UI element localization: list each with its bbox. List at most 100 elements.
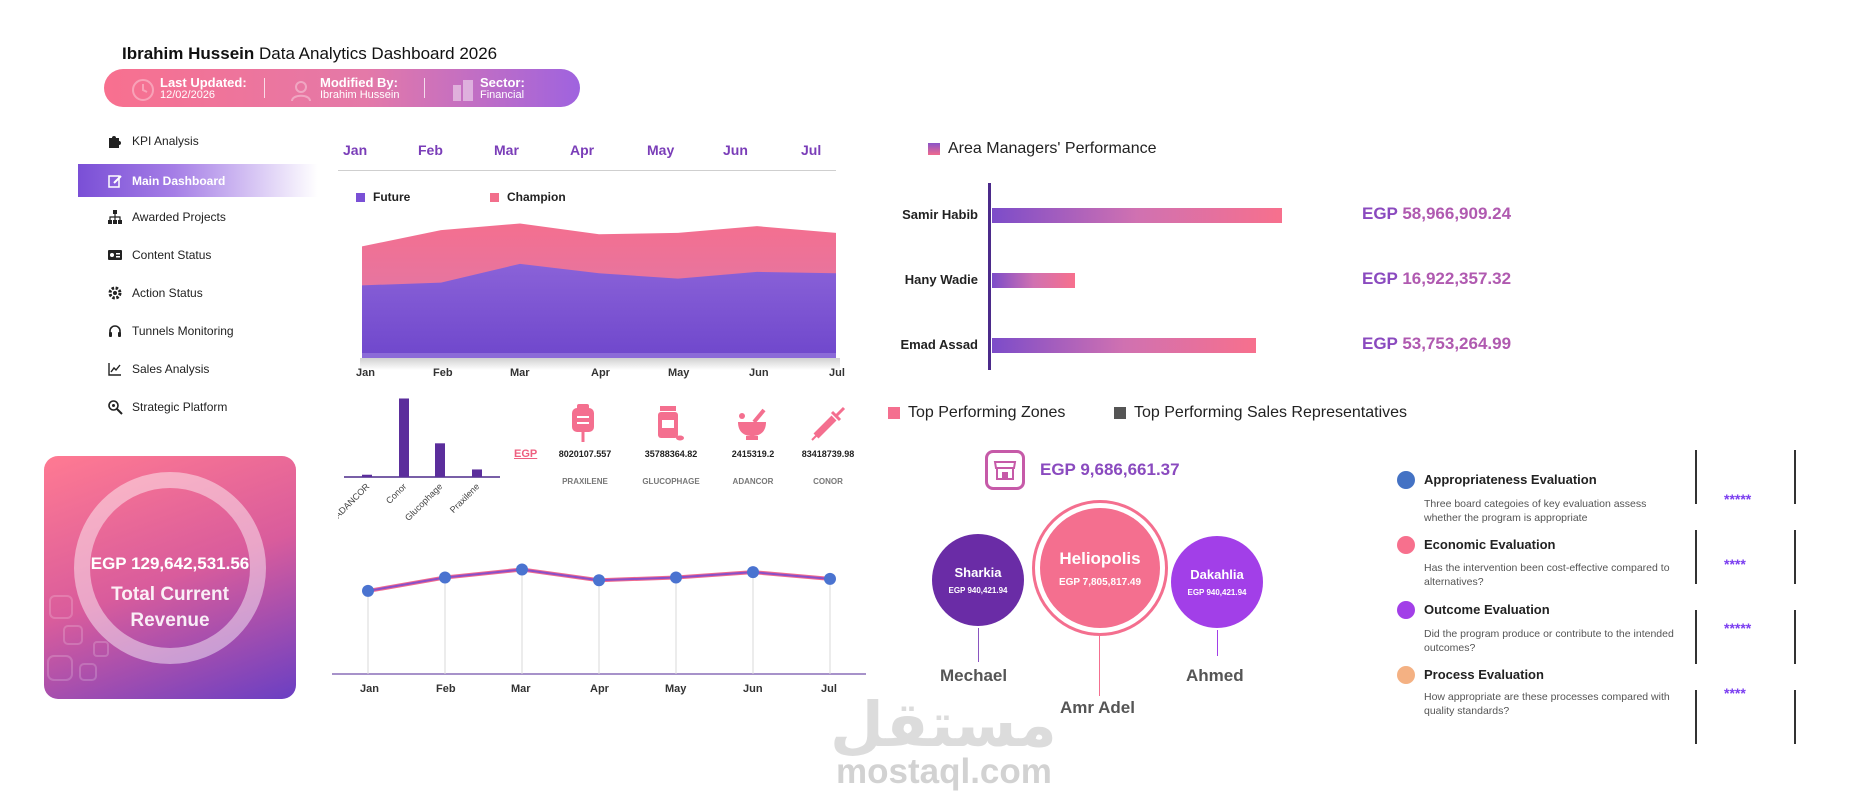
sidebar-item-kpi-analysis[interactable]: KPI Analysis <box>78 124 318 157</box>
bar-praxilene <box>472 469 482 477</box>
managers-title: Area Managers' Performance <box>928 140 1156 158</box>
zones-title: Top Performing Zones <box>888 404 1065 422</box>
revenue-label: Total Current Revenue <box>100 582 240 634</box>
line-point <box>439 571 451 584</box>
sidebar-item-label: Content Status <box>132 247 212 262</box>
legend-swatch <box>490 192 499 202</box>
sales-line-chart <box>332 563 866 675</box>
evaluation-rating: **** <box>1724 556 1746 572</box>
sector-label: Sector: <box>480 75 525 90</box>
puzzle-icon <box>106 132 124 150</box>
zone-bubble-sharkia[interactable]: Sharkia EGP 940,421.94 <box>932 534 1024 626</box>
sidebar-item-action-status[interactable]: Action Status <box>78 276 318 309</box>
clock-icon <box>132 79 154 101</box>
product-name: GLUCOPHAGE <box>642 477 700 486</box>
legend-future: Future <box>356 190 410 204</box>
sector: Sector: Financial <box>480 76 525 102</box>
headset-icon <box>106 322 124 340</box>
rep-name: Amr Adel <box>1060 698 1135 717</box>
month-filter-feb[interactable]: Feb <box>418 142 443 158</box>
manager-name: Samir Habib <box>902 207 978 222</box>
evaluation-desc: How appropriate are these processes comp… <box>1424 691 1670 717</box>
x-tick-label: Apr <box>591 367 610 379</box>
manager-name: Emad Assad <box>900 337 978 352</box>
amount: 16,922,357.32 <box>1402 269 1512 288</box>
month-filter-jun[interactable]: Jun <box>723 142 748 158</box>
rep-name: Ahmed <box>1186 666 1244 685</box>
reps-title: Top Performing Sales Representatives <box>1114 404 1407 422</box>
product-value: 35788364.82 <box>644 449 698 459</box>
divider <box>424 78 425 98</box>
sidebar-item-main-dashboard[interactable]: Main Dashboard <box>78 164 318 197</box>
sidebar-item-sales-analysis[interactable]: Sales Analysis <box>78 352 318 385</box>
x-tick-label: Feb <box>436 683 456 695</box>
evaluation-rating: ***** <box>1724 620 1752 636</box>
mortar-pestle-icon <box>738 408 766 440</box>
area-baseline <box>362 353 836 358</box>
x-tick-label: Jan <box>356 367 375 379</box>
edit-icon <box>106 172 124 190</box>
line-point <box>362 584 374 597</box>
title-swatch <box>888 407 900 419</box>
revenue-amount: EGP 129,642,531.56 <box>90 554 250 573</box>
product-name: PRAXILENE <box>562 477 608 486</box>
product-value: 2415319.2 <box>731 449 775 459</box>
sidebar-item-tunnels-monitoring[interactable]: Tunnels Monitoring <box>78 314 318 347</box>
month-filter-jul[interactable]: Jul <box>801 142 822 158</box>
currency: EGP <box>1362 204 1398 223</box>
title-text: Data Analytics Dashboard 2026 <box>254 44 498 63</box>
manager-value: EGP 53,753,264.99 <box>1362 334 1511 354</box>
zone-bubble-inner: Heliopolis EGP 7,805,817.49 <box>1040 508 1160 628</box>
x-tick-label: Feb <box>433 367 453 379</box>
amount: 58,966,909.24 <box>1402 204 1512 223</box>
x-tick-label: Jul <box>821 683 837 695</box>
divider <box>264 78 265 98</box>
gear-icon <box>106 284 124 302</box>
zone-bubble-heliopolis[interactable]: Heliopolis EGP 7,805,817.49 <box>1032 500 1168 636</box>
currency-link[interactable]: EGP <box>514 448 538 460</box>
evaluation-dot <box>1397 666 1415 684</box>
zone-value: EGP 7,805,817.49 <box>1058 576 1142 588</box>
zone-name: Sharkia <box>954 565 1002 580</box>
revenue-label-line1: Total Current <box>111 584 229 605</box>
product-name: CONOR <box>813 477 843 486</box>
month-filter-mar[interactable]: Mar <box>494 142 519 158</box>
iv-bag-icon <box>572 404 594 442</box>
product-value: 83418739.98 <box>801 449 855 459</box>
reps-title-text: Top Performing Sales Representatives <box>1134 404 1408 421</box>
evaluation-dot <box>1397 536 1415 554</box>
legend-label: Future <box>373 190 411 204</box>
building-icon <box>453 80 473 101</box>
sidebar-item-label: Sales Analysis <box>132 361 210 376</box>
store-icon-box <box>985 450 1025 490</box>
table-divider <box>1695 610 1697 664</box>
zone-value: EGP 940,421.94 <box>948 586 1008 595</box>
sidebar-item-label: Strategic Platform <box>132 399 228 414</box>
sector-value: Financial <box>480 89 525 101</box>
area-series-future <box>362 263 836 358</box>
sidebar-item-strategic-platform[interactable]: Strategic Platform <box>78 390 318 423</box>
manager-bar <box>992 338 1256 353</box>
month-filter-jan[interactable]: Jan <box>343 142 368 158</box>
month-filter-may[interactable]: May <box>647 142 675 158</box>
evaluation-desc: Did the program produce or contribute to… <box>1424 628 1674 654</box>
title-swatch <box>1114 407 1126 419</box>
table-divider <box>1695 690 1697 744</box>
connector-line <box>978 628 979 662</box>
revenue-ring <box>74 472 266 664</box>
dashboard-title: Ibrahim Hussein Data Analytics Dashboard… <box>122 44 497 64</box>
bar-category-label: Glucophage <box>403 481 444 522</box>
x-tick-label: Mar <box>510 367 530 379</box>
month-filter-apr[interactable]: Apr <box>570 142 595 158</box>
sidebar-item-label: Action Status <box>132 285 203 300</box>
sidebar-item-content-status[interactable]: Content Status <box>78 238 318 271</box>
area-chart <box>360 223 840 370</box>
bar-adancor <box>362 474 372 477</box>
manager-bar <box>992 273 1075 288</box>
zone-bubble-dakahlia[interactable]: Dakahlia EGP 940,421.94 <box>1171 536 1263 628</box>
search-gear-icon <box>106 398 124 416</box>
legend-champion: Champion <box>490 190 566 204</box>
line-point <box>593 574 605 587</box>
sidebar-item-awarded-projects[interactable]: Awarded Projects <box>78 200 318 233</box>
